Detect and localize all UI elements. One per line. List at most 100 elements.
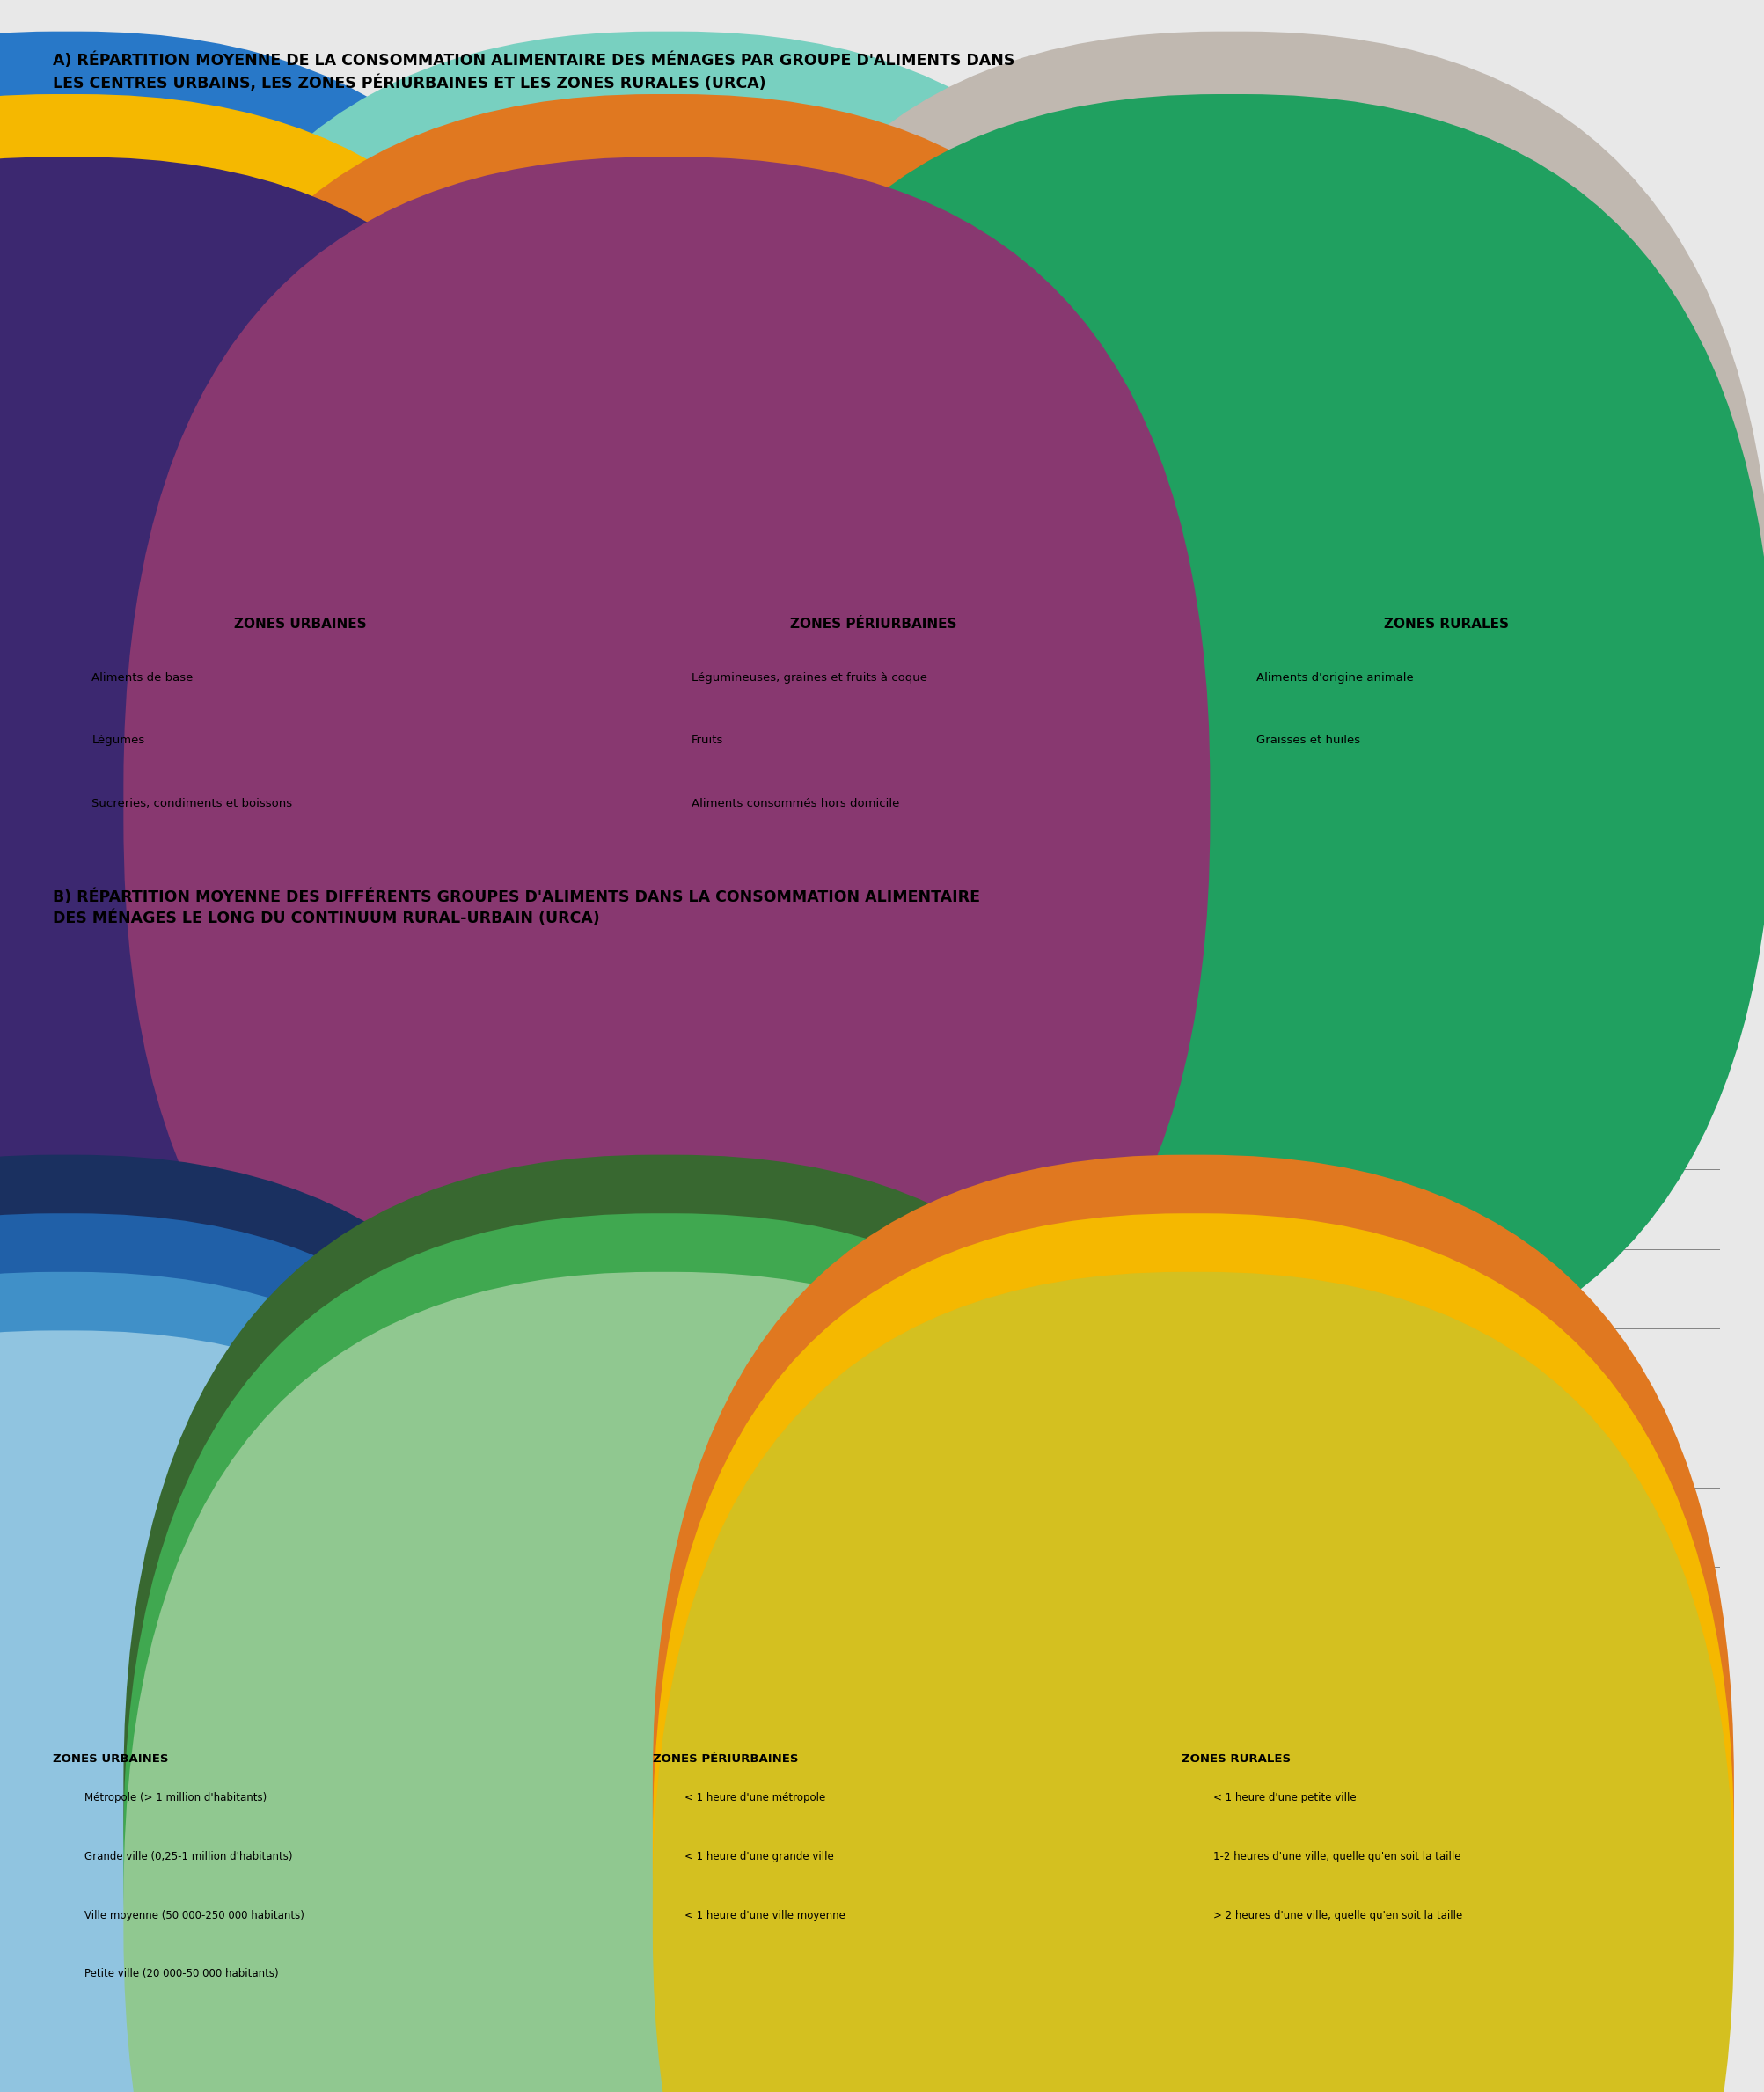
Text: 30 %: 30 %	[404, 266, 441, 278]
Bar	[1208, 1630, 1221, 1726]
Bar	[690, 1519, 702, 1726]
Bar	[1372, 1567, 1385, 1726]
Bar	[1628, 1536, 1639, 1726]
Wedge shape	[1256, 266, 1446, 360]
Bar	[1450, 1598, 1462, 1726]
Wedge shape	[700, 186, 873, 347]
Wedge shape	[873, 157, 1064, 508]
Bar	[1679, 1630, 1690, 1726]
Bar	[1614, 1504, 1626, 1726]
Text: B) RÉPARTITION MOYENNE DES DIFFÉRENTS GROUPES D'ALIMENTS DANS LA CONSOMMATION AL: B) RÉPARTITION MOYENNE DES DIFFÉRENTS GR…	[53, 889, 981, 927]
Bar	[448, 1630, 459, 1726]
Bar	[1110, 1695, 1120, 1726]
Text: Métropole (> 1 million d'habitants): Métropole (> 1 million d'habitants)	[85, 1793, 266, 1803]
Bar	[1399, 1584, 1409, 1726]
Bar	[993, 1678, 1004, 1726]
Bar	[323, 1073, 333, 1726]
Bar	[880, 1550, 891, 1726]
Y-axis label: PART DANS LA CONSOMMATION ALIMENTAIRE
(EN POURCENTAGE): PART DANS LA CONSOMMATION ALIMENTAIRE (E…	[148, 1203, 173, 1454]
Bar	[233, 1312, 243, 1726]
Bar	[284, 1073, 295, 1726]
Bar	[702, 1471, 714, 1726]
Text: 6 %: 6 %	[790, 458, 818, 471]
Text: Graisses et huiles: Graisses et huiles	[1256, 734, 1360, 747]
Text: < 1 heure d'une petite ville: < 1 heure d'une petite ville	[1214, 1793, 1357, 1803]
Wedge shape	[1274, 172, 1446, 347]
X-axis label: GROUPES D'ALIMENTS: GROUPES D'ALIMENTS	[880, 1784, 1043, 1797]
Text: Sucreries, condiments et boissons: Sucreries, condiments et boissons	[92, 797, 293, 810]
Text: 6 %: 6 %	[1395, 213, 1422, 228]
Bar	[1095, 1695, 1108, 1726]
Text: 11 %: 11 %	[1466, 469, 1503, 481]
Bar	[1259, 1646, 1272, 1726]
Text: 14 %: 14 %	[1297, 404, 1334, 416]
Bar	[526, 1598, 536, 1726]
Bar	[1221, 1630, 1233, 1726]
Wedge shape	[300, 157, 490, 406]
Text: Légumes: Légumes	[92, 734, 145, 747]
Wedge shape	[146, 157, 300, 347]
Wedge shape	[1335, 347, 1446, 529]
Text: 20 %: 20 %	[187, 446, 224, 458]
Bar	[803, 1536, 813, 1726]
Bar	[1653, 1584, 1665, 1726]
Text: ZONES URBAINES: ZONES URBAINES	[53, 1753, 169, 1764]
Text: 9 %: 9 %	[748, 255, 776, 268]
Wedge shape	[1411, 347, 1538, 538]
Text: 9 %: 9 %	[810, 218, 838, 230]
Bar	[487, 1615, 497, 1726]
Text: Aliments consommés hors domicile: Aliments consommés hors domicile	[691, 797, 900, 810]
Bar	[1438, 1598, 1448, 1726]
Wedge shape	[109, 236, 300, 347]
Text: 8 %: 8 %	[718, 316, 746, 331]
Bar	[1044, 1678, 1055, 1726]
Text: 2 %: 2 %	[1387, 467, 1415, 479]
Wedge shape	[762, 347, 873, 531]
Bar	[1274, 1646, 1284, 1726]
Text: 8 %: 8 %	[1291, 316, 1319, 331]
Text: 12 %: 12 %	[400, 423, 436, 437]
Text: 2 %: 2 %	[822, 469, 848, 481]
Bar	[651, 1439, 663, 1726]
Text: Ville moyenne (50 000-250 000 habitants): Ville moyenne (50 000-250 000 habitants)	[85, 1910, 305, 1920]
Bar	[1563, 1471, 1573, 1726]
Bar	[335, 1027, 348, 1726]
Bar	[1489, 1536, 1501, 1726]
Bar	[729, 1487, 741, 1726]
Bar	[1387, 1584, 1397, 1726]
Text: 15 %: 15 %	[205, 226, 242, 238]
Bar	[854, 1536, 866, 1726]
Bar	[1018, 1678, 1030, 1726]
Wedge shape	[300, 347, 482, 515]
Bar	[1005, 1678, 1016, 1726]
Bar	[1476, 1550, 1487, 1726]
Wedge shape	[1446, 157, 1637, 515]
Bar	[868, 1536, 878, 1726]
Bar	[1235, 1630, 1245, 1726]
Wedge shape	[1376, 157, 1446, 347]
Text: Petite ville (20 000-50 000 habitants): Petite ville (20 000-50 000 habitants)	[85, 1969, 279, 1979]
Bar	[1464, 1646, 1475, 1726]
Bar	[624, 1425, 637, 1726]
Text: 5 %: 5 %	[145, 362, 171, 374]
Bar	[1196, 1630, 1207, 1726]
Bar	[1575, 1487, 1588, 1726]
Bar	[907, 1536, 917, 1726]
Text: Aliments de base: Aliments de base	[92, 672, 194, 684]
Wedge shape	[109, 347, 300, 406]
Text: Aliments d'origine animale: Aliments d'origine animale	[1256, 672, 1413, 684]
Wedge shape	[771, 157, 873, 347]
Bar	[893, 1536, 905, 1726]
Text: 10 %: 10 %	[139, 301, 176, 314]
Bar	[513, 1630, 524, 1726]
Text: Légumineuses, graines et fruits à coque: Légumineuses, graines et fruits à coque	[691, 672, 928, 684]
Bar	[349, 1010, 360, 1726]
Bar	[1425, 1598, 1436, 1726]
Text: Grande ville (0,25-1 million d'habitants): Grande ville (0,25-1 million d'habitants…	[85, 1851, 293, 1862]
Bar	[639, 1439, 649, 1726]
Bar	[272, 1186, 282, 1726]
Bar	[1589, 1504, 1600, 1726]
Bar	[1298, 1646, 1311, 1726]
Bar	[436, 1630, 446, 1726]
Wedge shape	[118, 347, 300, 538]
